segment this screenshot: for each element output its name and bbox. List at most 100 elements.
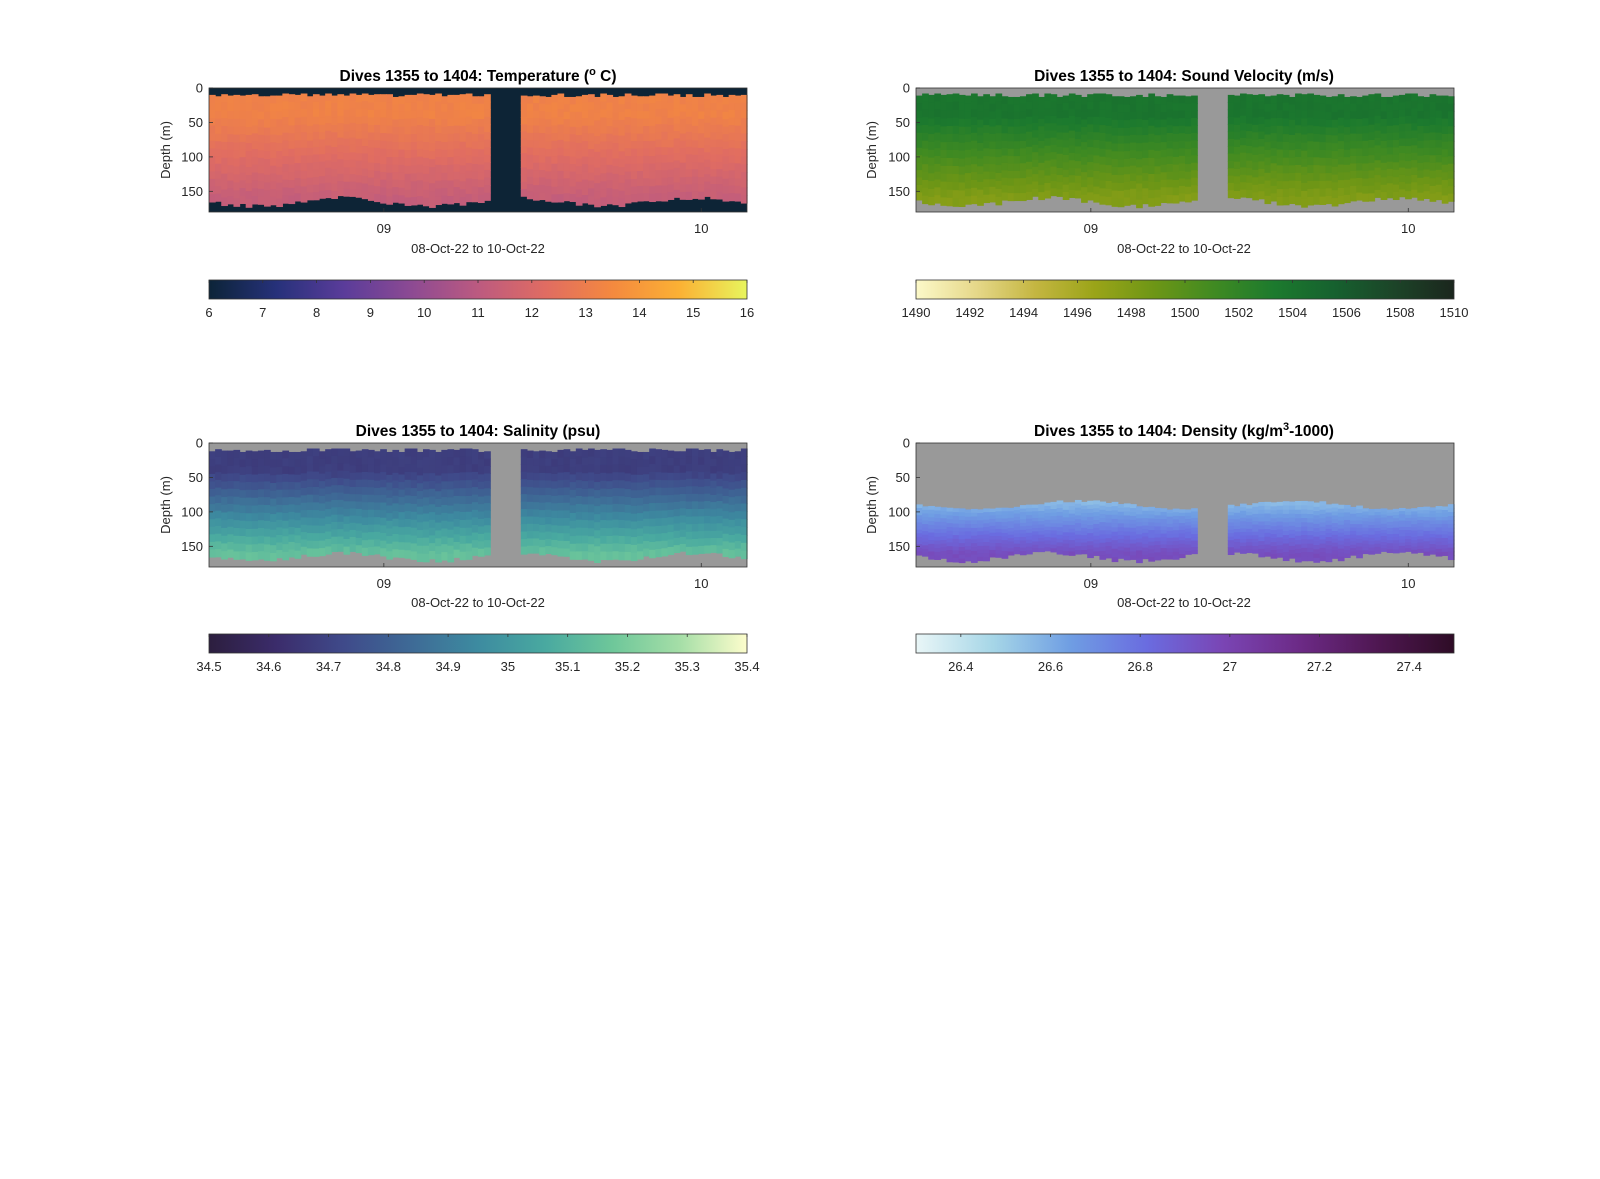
- density-cell: [1032, 541, 1039, 546]
- salinity-cell: [410, 488, 418, 497]
- sound-velocity-cell: [1386, 140, 1394, 148]
- temperature-cell: [588, 164, 595, 174]
- density-cell: [1264, 521, 1272, 526]
- sound-velocity-cell: [1185, 126, 1192, 135]
- salinity-cell: [575, 472, 583, 481]
- density-cell: [946, 530, 954, 536]
- density-cell: [989, 543, 997, 548]
- salinity-cell: [245, 536, 253, 546]
- density-cell: [1240, 528, 1247, 533]
- temperature-cell: [251, 133, 259, 142]
- salinity-cell: [551, 517, 559, 526]
- sound-velocity-cell: [1099, 117, 1107, 126]
- sound-velocity-cell: [1160, 157, 1168, 166]
- salinity-cell: [337, 492, 345, 501]
- density-cell: [1325, 504, 1333, 510]
- salinity-cell: [545, 538, 552, 547]
- salinity-cell: [484, 540, 491, 549]
- salinity-cell: [270, 545, 277, 554]
- salinity-cell: [386, 505, 394, 514]
- salinity-cell: [624, 504, 632, 514]
- sound-velocity-cell: [1240, 108, 1247, 117]
- sound-velocity-colorbar-tick-label: 1490: [902, 305, 931, 320]
- density-cell: [1081, 512, 1088, 518]
- salinity-cell: [422, 465, 430, 474]
- temperature-cell: [257, 181, 265, 190]
- salinity-cell: [435, 475, 442, 484]
- salinity-cell: [557, 533, 565, 542]
- temperature-cell: [300, 186, 308, 195]
- sound-velocity-cell: [1032, 93, 1039, 102]
- sound-velocity-cell: [971, 148, 978, 157]
- density-cell: [1068, 517, 1076, 522]
- density-cell: [1295, 522, 1302, 528]
- density-cell: [1032, 528, 1039, 532]
- sound-velocity-cell: [977, 119, 984, 128]
- sound-velocity-cell: [1264, 172, 1272, 182]
- sound-velocity-cell: [1240, 174, 1247, 183]
- temperature-cell: [331, 132, 338, 141]
- sound-velocity-cell: [1398, 116, 1406, 125]
- density-cell: [1019, 522, 1027, 527]
- temperature-cell: [215, 193, 222, 202]
- salinity-cell: [655, 464, 663, 473]
- sound-velocity-cell: [1331, 143, 1339, 152]
- density-cell: [958, 535, 966, 540]
- sound-velocity-cell: [1282, 110, 1290, 120]
- salinity-cell: [374, 524, 381, 533]
- density-cell: [1068, 532, 1076, 537]
- salinity-cell: [300, 532, 308, 541]
- salinity-cell: [337, 536, 345, 545]
- sound-velocity-cell: [1142, 195, 1149, 205]
- salinity-cell: [557, 449, 565, 459]
- temperature-cell: [478, 194, 485, 204]
- salinity-cell: [545, 487, 552, 496]
- sound-velocity-cell: [1081, 111, 1088, 121]
- sound-velocity-cell: [1191, 170, 1198, 179]
- sound-velocity-cell: [1337, 172, 1345, 181]
- salinity-cell: [257, 512, 265, 521]
- sound-velocity-cell: [1264, 111, 1272, 120]
- salinity-cell: [319, 548, 326, 557]
- temperature-cell: [367, 170, 375, 179]
- density-cell: [1178, 543, 1186, 548]
- sound-velocity-cell: [989, 149, 997, 158]
- density-cell: [1282, 522, 1290, 528]
- temperature-cell: [422, 173, 430, 183]
- sound-velocity-cell: [1233, 139, 1241, 148]
- salinity-cell: [276, 519, 283, 529]
- sound-velocity-cell: [1123, 120, 1131, 129]
- sound-velocity-cell: [1074, 175, 1082, 184]
- sound-velocity-cell: [1185, 96, 1192, 105]
- sound-velocity-cell: [1343, 119, 1351, 128]
- density-cell: [934, 517, 942, 523]
- temperature-cell: [740, 164, 748, 173]
- sound-velocity-cell: [1123, 166, 1131, 175]
- density-cell: [1307, 543, 1314, 549]
- density-cell: [1105, 522, 1113, 528]
- sound-velocity-cell: [1301, 190, 1308, 200]
- sound-velocity-cell: [1178, 185, 1186, 195]
- salinity-cell: [276, 489, 283, 498]
- sound-velocity-cell: [1392, 184, 1400, 193]
- density-cell: [1264, 552, 1272, 557]
- salinity-cell: [612, 543, 620, 552]
- density-cell: [1368, 515, 1376, 520]
- temperature-cell: [325, 108, 332, 117]
- density-cell: [1136, 542, 1143, 548]
- salinity-cell: [453, 541, 461, 551]
- salinity-cell: [679, 451, 687, 459]
- density-cell: [1252, 535, 1259, 540]
- salinity-cell: [740, 456, 748, 465]
- salinity-colorbar-tick-label: 35.4: [734, 659, 759, 674]
- salinity-cell: [618, 480, 626, 489]
- density-cell: [1343, 534, 1351, 540]
- salinity-cell: [667, 480, 675, 489]
- sound-velocity-cell: [1068, 145, 1076, 154]
- temperature-cell: [367, 162, 375, 171]
- temperature-cell: [643, 103, 650, 112]
- density-cell: [964, 516, 972, 522]
- sound-velocity-cell: [1441, 110, 1449, 120]
- temperature-cell: [740, 94, 748, 104]
- temperature-cell: [282, 93, 290, 102]
